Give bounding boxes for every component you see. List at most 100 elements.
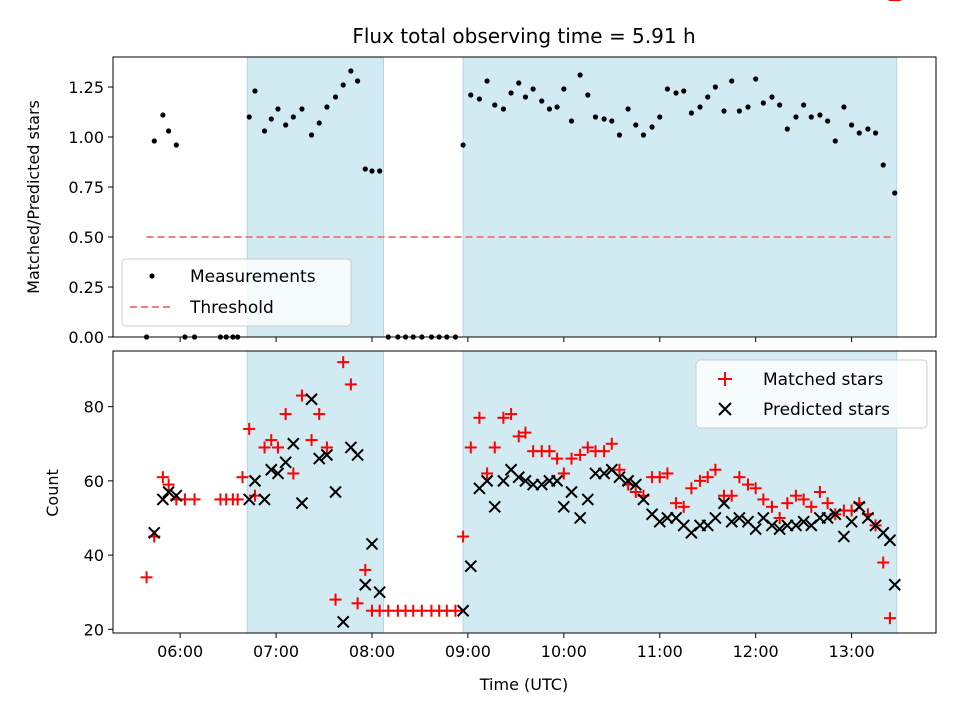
measurements-point	[736, 108, 742, 114]
measurements-point	[275, 106, 281, 112]
predicted-stars-point	[717, 496, 731, 510]
matched-stars-point	[605, 437, 618, 450]
measurements-point	[784, 126, 790, 132]
matched-stars-point	[279, 408, 292, 421]
measurements-point	[476, 96, 483, 102]
predicted-stars-point	[365, 537, 379, 551]
predicted-stars-point	[488, 500, 501, 514]
predicted-stars-point	[305, 393, 318, 406]
matched-stars-point	[781, 497, 794, 510]
predicted-stars-point	[888, 578, 901, 591]
count-y-tick-label: 60	[84, 472, 104, 491]
matched-stars-point	[789, 489, 802, 502]
matched-stars-point	[877, 556, 890, 569]
x-tick-label: 09:00	[445, 642, 491, 661]
measurements-point	[865, 126, 871, 132]
matched-stars-point	[464, 441, 477, 454]
predicted-stars-point	[883, 534, 897, 547]
matched-stars-point	[701, 471, 714, 484]
predicted-stars-point	[550, 474, 564, 488]
measurements-point	[252, 88, 258, 94]
measurements-point	[173, 142, 179, 148]
measurements-point	[688, 110, 695, 116]
measurements-point	[872, 130, 879, 136]
measurements-point	[568, 118, 575, 124]
count-observing-window-0	[246, 350, 384, 634]
x-tick-label: 11:00	[637, 642, 683, 661]
predicted-stars-point	[535, 478, 548, 491]
matched-stars-point	[313, 408, 326, 421]
measurements-point	[769, 94, 775, 100]
predicted-stars-point	[853, 500, 866, 514]
measurements-point	[592, 114, 599, 120]
matched-stars-point	[797, 493, 810, 506]
predicted-stars-point	[512, 470, 525, 484]
predicted-stars-point	[148, 526, 161, 540]
measurements-point	[625, 106, 631, 112]
ratio-legend-box	[121, 258, 352, 327]
ratio-panel-frame	[112, 56, 937, 338]
ratio-observing-window-1	[462, 56, 898, 338]
predicted-stars-point	[519, 474, 532, 488]
measurements-point	[577, 72, 583, 78]
x-tick-label: 13:00	[829, 642, 875, 661]
measurements-point	[508, 90, 514, 96]
measurements-point	[348, 68, 354, 74]
predicted-stars-point	[597, 467, 611, 480]
ratio-y-tick-label: 0.00	[68, 328, 104, 347]
predicted-stars-point	[789, 519, 803, 532]
predicted-stars-point	[480, 474, 494, 488]
matched-stars-point	[653, 471, 666, 484]
measurements-point	[729, 78, 735, 84]
predicted-stars-point	[565, 485, 578, 499]
measurements-point	[362, 166, 368, 172]
matched-stars-point	[629, 486, 642, 498]
predicted-stars-point	[709, 511, 722, 525]
matched-stars-point	[613, 463, 626, 476]
matched-stars-point	[337, 356, 350, 369]
matched-stars-point	[243, 422, 256, 435]
measurements-point	[246, 114, 252, 120]
matched-stars-point	[709, 463, 722, 476]
matched-stars-point	[481, 467, 494, 480]
matched-stars-point	[574, 448, 587, 461]
measurements-point	[500, 106, 506, 112]
predicted-stars-point	[837, 530, 851, 543]
predicted-stars-point	[456, 604, 470, 617]
predicted-stars-point	[279, 456, 292, 469]
predicted-stars-point	[287, 437, 300, 450]
measurements-point	[268, 116, 274, 122]
measurements-point	[492, 102, 498, 108]
predicted-stars-point	[821, 511, 834, 525]
measurements-point	[808, 114, 814, 120]
x-tick-label: 07:00	[253, 642, 299, 661]
matched-stars-point	[248, 489, 261, 502]
matched-stars-point	[505, 408, 518, 421]
measurements-point	[664, 86, 671, 92]
ratio-legend: Measurements Threshold	[121, 258, 352, 327]
matched-stars-point	[449, 604, 462, 617]
count-y-axis-label: Count	[43, 469, 62, 517]
predicted-stars-point	[271, 467, 285, 480]
matched-stars-point	[685, 482, 698, 495]
measurements-point	[332, 94, 339, 100]
legend-measurements-label: Measurements	[190, 267, 316, 287]
measurements-point	[616, 132, 623, 138]
predicted-stars-point	[629, 478, 642, 491]
predicted-stars-point	[773, 522, 786, 536]
matched-stars-point	[694, 474, 707, 487]
predicted-stars-point	[573, 511, 587, 525]
legend-matched-marker	[718, 372, 732, 386]
x-tick-label: 08:00	[349, 642, 395, 661]
measurements-point	[777, 102, 783, 108]
predicted-stars-point	[829, 508, 842, 521]
count-y-tick-label: 80	[84, 398, 104, 417]
predicted-stars-point	[359, 578, 372, 591]
measurements-point	[561, 86, 567, 92]
legend-threshold-label: Threshold	[189, 298, 274, 318]
predicted-stars-point	[156, 493, 170, 506]
measurements-point	[468, 92, 474, 98]
predicted-stars-point	[243, 493, 256, 506]
